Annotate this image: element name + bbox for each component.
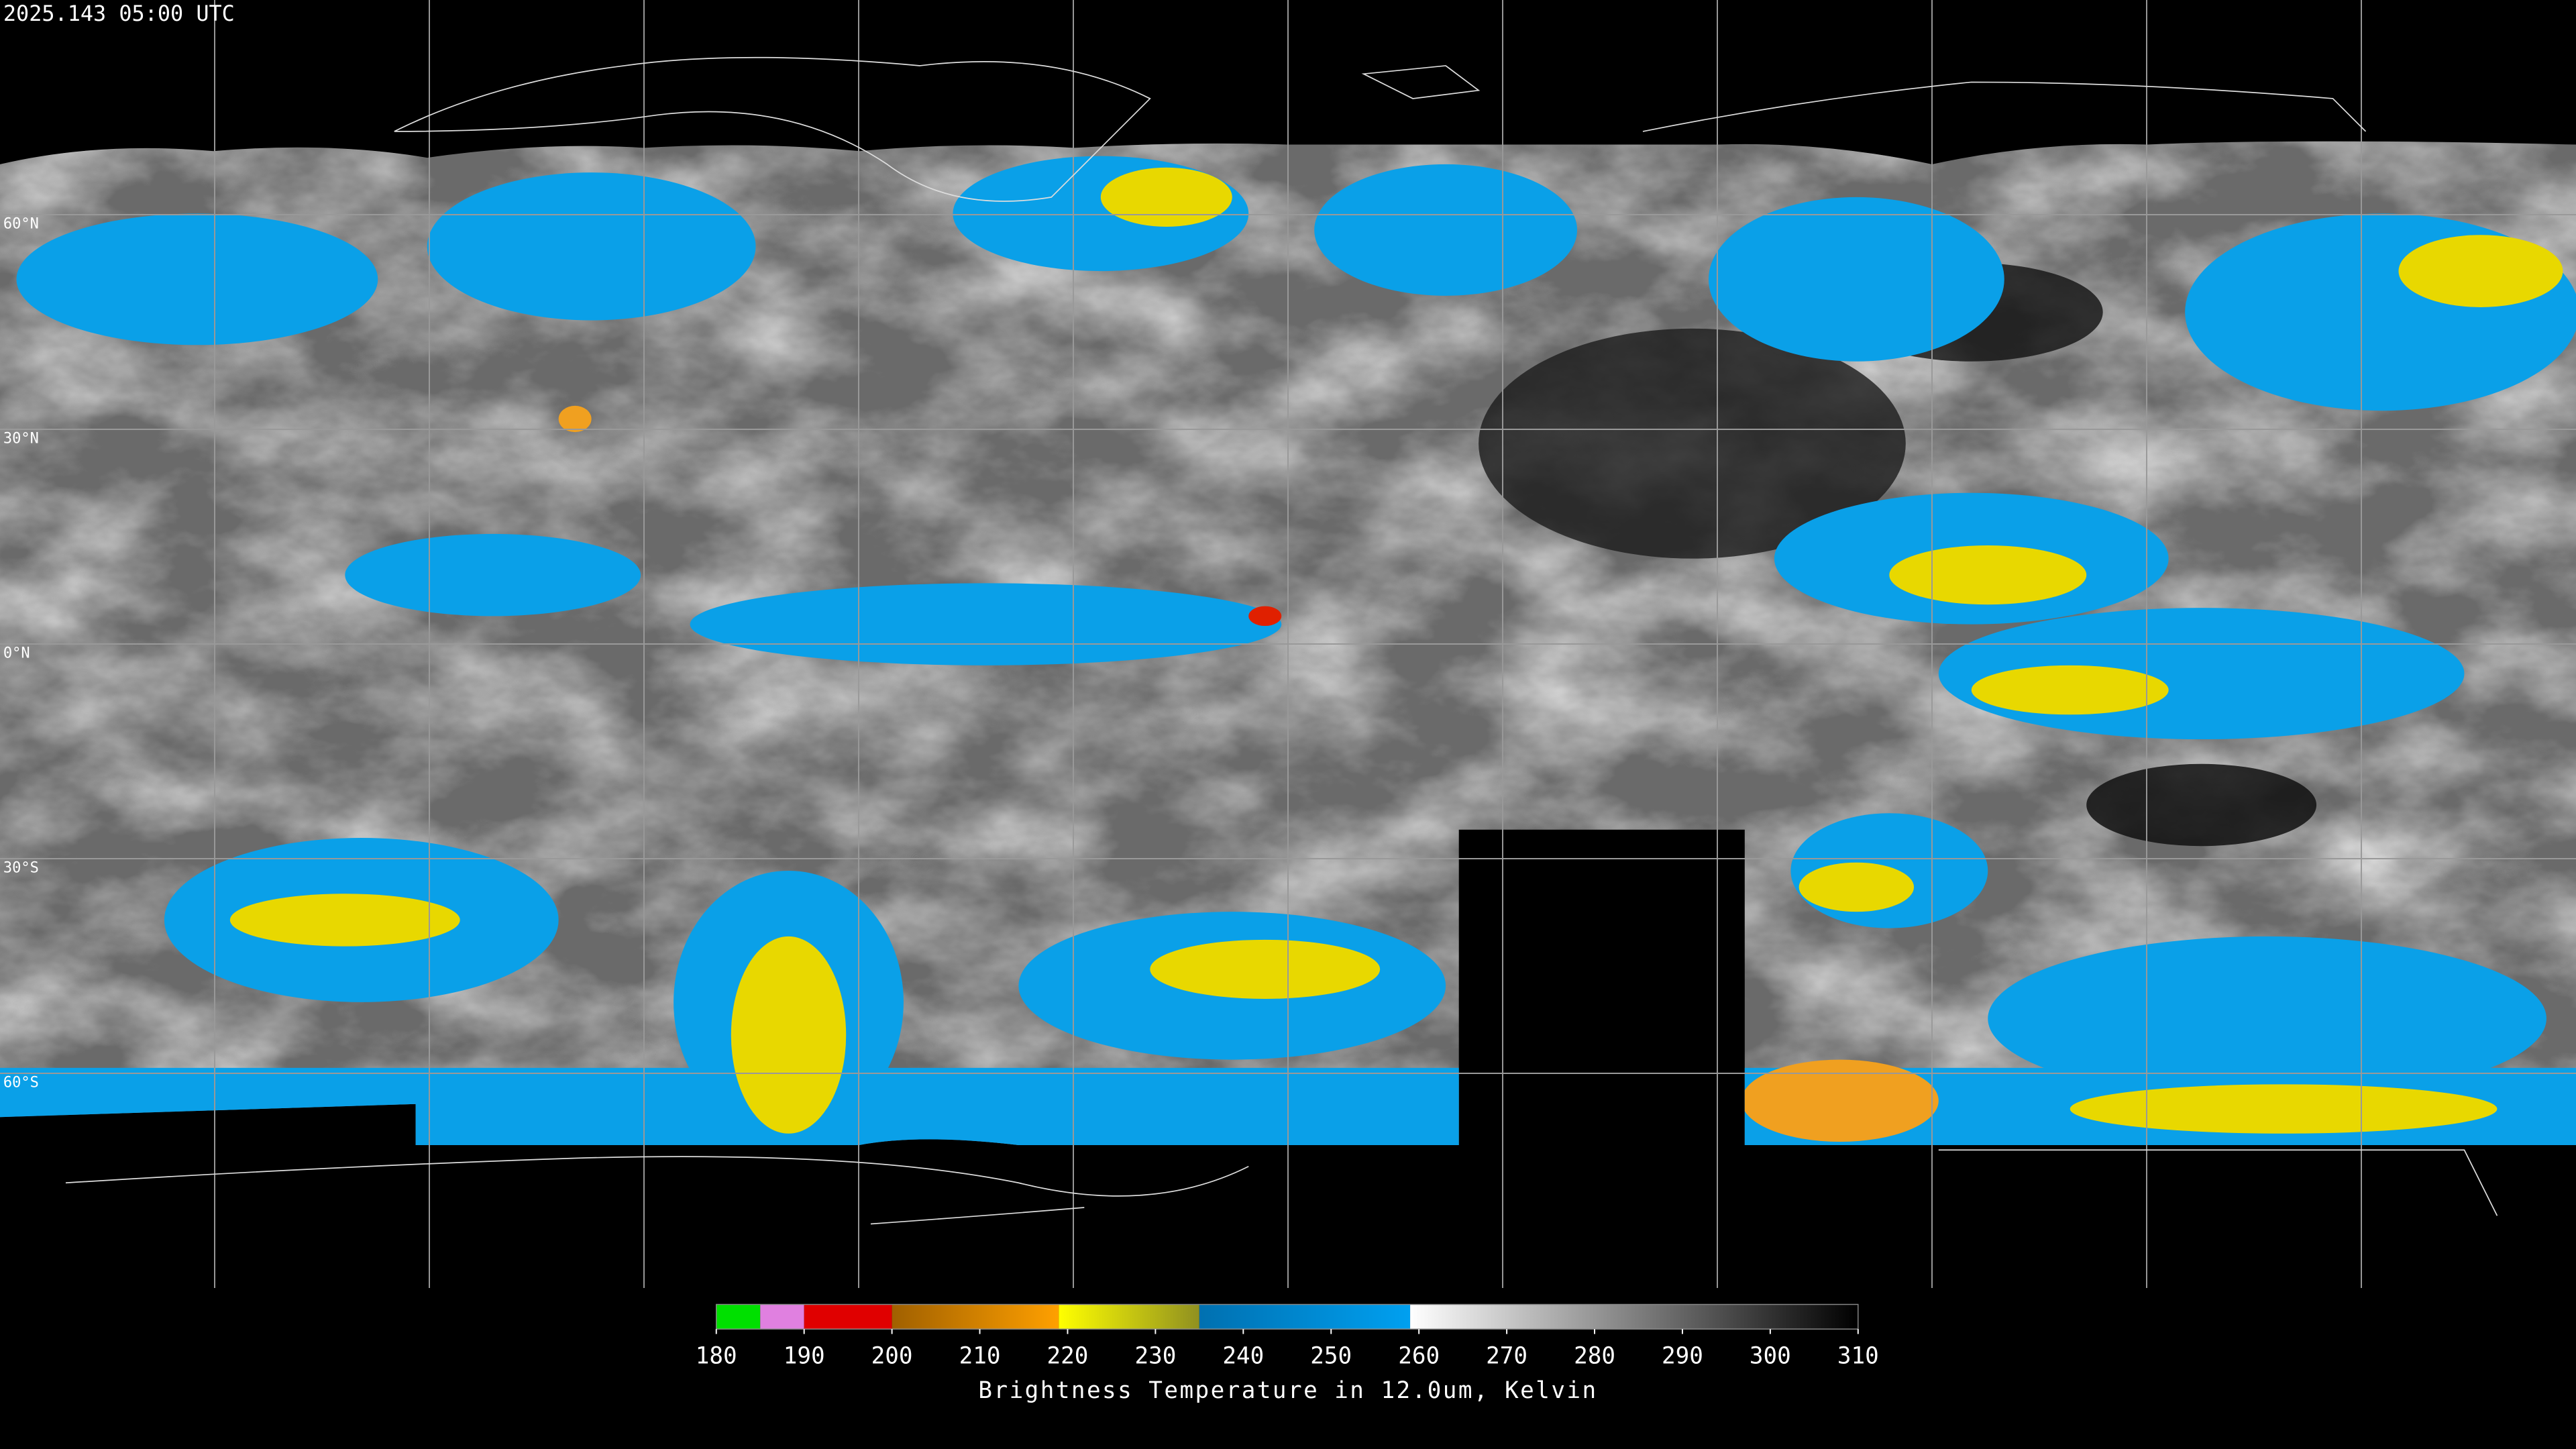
colorbar: 180 190 200 210 220 230 240 250 260 270 280 290 300 3…	[696, 1303, 1879, 1369]
colorbar-tick-label: 240	[1222, 1342, 1264, 1369]
latitude-label: 30°S	[3, 860, 39, 877]
latitude-label: 0°N	[3, 645, 30, 662]
colorbar-tick-label: 310	[1837, 1342, 1879, 1369]
colorbar-label: Brightness Temperature in 12.0um, Kelvin	[978, 1377, 1597, 1404]
colorbar-tick-label: 190	[784, 1342, 825, 1369]
colorbar-tick-label: 210	[959, 1342, 1001, 1369]
latitude-label: 60°S	[3, 1075, 39, 1091]
colorbar-tick-label: 200	[871, 1342, 913, 1369]
colorbar-tick-label: 280	[1574, 1342, 1615, 1369]
colorbar-segment	[716, 1304, 761, 1330]
colorbar-tick-label: 220	[1047, 1342, 1089, 1369]
latitude-label: 60°N	[3, 216, 39, 233]
colorbar-tick-label: 270	[1486, 1342, 1527, 1369]
colorbar-tick-label: 300	[1750, 1342, 1791, 1369]
colorbar-segment	[1199, 1304, 1411, 1330]
colorbar-segment	[1410, 1304, 1858, 1330]
colorbar-segment	[892, 1304, 1059, 1330]
colorbar-segment	[1059, 1304, 1199, 1330]
coastlines	[65, 56, 2498, 1225]
latitude-label: 30°N	[3, 431, 39, 447]
colorbar-tick-label: 290	[1662, 1342, 1703, 1369]
colorbar-tick-label: 230	[1134, 1342, 1176, 1369]
graticule	[0, 0, 2576, 1288]
colorbar-frame	[716, 1303, 1859, 1330]
colorbar-tick-label: 250	[1310, 1342, 1352, 1369]
colorbar-tick-label: 260	[1398, 1342, 1440, 1369]
colorbar-tick-label: 180	[696, 1342, 737, 1369]
latitude-labels: 60°N 30°N 0°N 30°S 60°S	[3, 216, 39, 1091]
colorbar-segment	[760, 1304, 804, 1330]
timestamp: 2025.143 05:00 UTC	[3, 1, 235, 26]
colorbar-segment	[804, 1304, 892, 1330]
